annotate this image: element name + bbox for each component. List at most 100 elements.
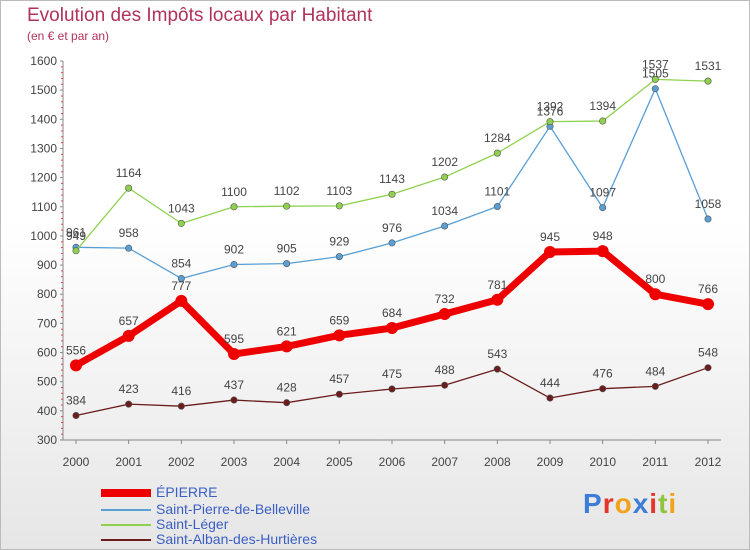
legend-label: Saint-Alban-des-Hurtières	[156, 531, 318, 547]
data-point	[72, 247, 80, 255]
data-label: 949	[66, 229, 86, 243]
data-label: 929	[329, 235, 349, 249]
x-tick-label: 2007	[431, 455, 458, 469]
data-point	[704, 215, 712, 223]
data-point	[125, 244, 133, 252]
data-point	[493, 202, 501, 210]
data-label: 543	[487, 347, 507, 361]
legend-label: Saint-Léger	[156, 516, 229, 532]
y-tick-label: 1500	[30, 83, 57, 97]
data-label: 428	[277, 381, 297, 395]
data-label: 1100	[221, 185, 247, 199]
data-label: 657	[119, 314, 139, 328]
data-point	[388, 190, 396, 198]
data-point	[122, 329, 135, 342]
y-tick-label: 800	[37, 287, 57, 301]
data-label: 1202	[431, 155, 458, 169]
data-label: 484	[645, 364, 665, 378]
axes: 300 400 500 600 700 800 900 1000 1100 1200 1300 140…	[30, 54, 721, 469]
data-label: 777	[171, 279, 191, 293]
data-point	[283, 260, 291, 268]
data-label: 1537	[642, 57, 669, 71]
data-label: 1394	[589, 99, 616, 113]
data-label: 444	[540, 376, 560, 390]
data-point	[651, 85, 659, 93]
data-point	[546, 118, 554, 126]
data-point	[125, 400, 133, 408]
legend-label: ÉPIERRE	[156, 484, 218, 500]
logo-letter: i	[668, 488, 678, 519]
series-layer	[70, 75, 714, 420]
data-point	[704, 364, 712, 372]
logo-letter: r	[602, 488, 615, 519]
y-tick-label: 500	[37, 375, 57, 389]
data-point	[335, 390, 343, 398]
data-label: 854	[171, 256, 191, 270]
logo-letter: t	[658, 488, 669, 519]
data-point	[493, 149, 501, 157]
data-point	[335, 202, 343, 210]
data-point	[546, 394, 554, 402]
y-tick-label: 1100	[31, 200, 57, 214]
y-tick-label: 600	[37, 346, 57, 360]
data-label: 548	[698, 346, 718, 360]
y-tick-label: 1000	[30, 229, 57, 243]
data-label: 1392	[537, 100, 564, 114]
data-label: 684	[382, 306, 402, 320]
x-tick-label: 2011	[642, 455, 668, 469]
legend-swatch	[101, 509, 151, 511]
y-tick-label: 1600	[30, 54, 57, 68]
data-point	[283, 399, 291, 407]
legend-item-saint-alban-des-hurtieres: Saint-Alban-des-Hurtières	[101, 531, 401, 548]
logo-letter: x	[632, 488, 650, 519]
data-labels: 556 657 777 595 621 659 684 732 781 945 948 800 766 9…	[66, 57, 722, 407]
data-point	[386, 322, 398, 335]
data-label: 437	[224, 378, 244, 392]
data-point	[228, 347, 240, 360]
data-point	[230, 396, 238, 404]
legend-label: Saint-Pierre-de-Belleville	[156, 501, 311, 517]
x-tick-label: 2003	[221, 455, 248, 469]
data-label: 476	[593, 367, 613, 381]
y-tick-label: 900	[37, 258, 57, 272]
data-point	[493, 365, 501, 373]
x-tick-label: 2004	[273, 455, 300, 469]
data-label: 475	[382, 367, 402, 381]
data-point	[175, 294, 188, 307]
y-tick-label: 400	[37, 404, 57, 418]
data-label: 416	[171, 384, 191, 398]
data-label: 905	[277, 242, 297, 256]
data-point	[704, 77, 712, 85]
chart-title: Evolution des Impôts locaux par Habitant	[27, 5, 373, 26]
data-label: 488	[435, 363, 455, 377]
data-point	[125, 184, 133, 192]
data-point	[230, 260, 238, 268]
data-label: 902	[224, 242, 244, 256]
legend-swatch	[101, 524, 151, 526]
y-tick-label: 1300	[30, 141, 57, 155]
data-point	[441, 381, 449, 389]
data-label: 732	[435, 292, 455, 306]
data-label: 1058	[695, 197, 722, 211]
data-label: 1103	[326, 184, 352, 198]
data-point	[441, 222, 449, 230]
y-tick-label: 300	[37, 433, 57, 447]
data-point	[599, 117, 607, 125]
data-point	[72, 412, 80, 420]
proxiti-logo: Proxiti	[583, 488, 677, 520]
data-point	[649, 288, 662, 301]
x-tick-label: 2010	[589, 455, 616, 469]
x-tick-label: 2002	[168, 455, 195, 469]
data-label: 384	[66, 394, 86, 408]
x-tick-label: 2005	[326, 455, 353, 469]
legend-item-saint-pierre-de-belleville: Saint-Pierre-de-Belleville	[101, 501, 401, 518]
data-point	[438, 308, 451, 321]
data-label: 766	[698, 282, 718, 296]
data-label: 1376	[537, 104, 564, 118]
data-label: 958	[119, 226, 139, 240]
data-point	[177, 402, 185, 410]
data-label: 976	[382, 221, 402, 235]
data-point	[651, 75, 659, 83]
data-point	[441, 173, 449, 181]
